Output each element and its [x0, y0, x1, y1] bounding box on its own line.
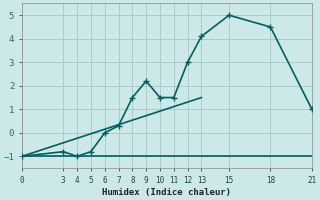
X-axis label: Humidex (Indice chaleur): Humidex (Indice chaleur)	[102, 188, 231, 197]
